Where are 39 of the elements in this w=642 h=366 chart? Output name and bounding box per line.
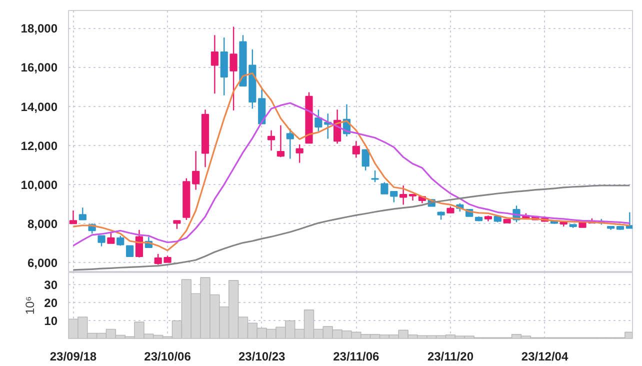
y-tick-label: 18,000 xyxy=(20,22,58,36)
candlestick xyxy=(210,34,218,94)
x-tick-label: 23/11/06 xyxy=(333,350,380,364)
x-tick-label: 23/09/18 xyxy=(50,350,97,364)
y-tick-label: 30 xyxy=(44,278,58,292)
candlestick xyxy=(107,232,115,244)
candlestick xyxy=(371,170,379,183)
candlestick xyxy=(352,140,360,158)
candlestick xyxy=(626,212,632,229)
candlestick xyxy=(135,229,144,258)
x-tick-label: 23/11/20 xyxy=(427,350,474,364)
candlestick xyxy=(296,144,304,164)
y-tick-label: 12,000 xyxy=(20,138,58,153)
candlestick xyxy=(286,128,294,160)
candlestick xyxy=(230,26,238,112)
y-tick-label: 10,000 xyxy=(20,178,58,192)
y-tick-label: 8,000 xyxy=(27,217,58,232)
candlestick xyxy=(314,109,322,132)
y-axis-title: 10⁶ xyxy=(23,296,38,315)
y-tick-label: 16,000 xyxy=(20,60,58,75)
x-tick-label: 23/12/04 xyxy=(521,350,568,364)
y-tick-label: 14,000 xyxy=(20,100,58,114)
candlestick xyxy=(192,150,200,190)
candlestick xyxy=(400,184,408,206)
y-tick-label: 6,000 xyxy=(27,256,58,270)
candlestick xyxy=(116,235,124,246)
candlestick xyxy=(98,235,106,247)
x-tick-label: 23/10/23 xyxy=(238,350,286,364)
x-tick-label: 23/10/06 xyxy=(144,350,192,364)
candlestick xyxy=(267,130,276,152)
candlestick xyxy=(69,210,78,224)
candlestick xyxy=(276,124,285,158)
line-series xyxy=(72,184,630,271)
y-tick-label: 20 xyxy=(44,296,58,310)
candlestick xyxy=(78,206,86,221)
candlestick xyxy=(126,245,134,257)
y-tick-label: 10 xyxy=(44,314,58,328)
line-series xyxy=(72,102,630,247)
candlestick xyxy=(362,149,370,172)
